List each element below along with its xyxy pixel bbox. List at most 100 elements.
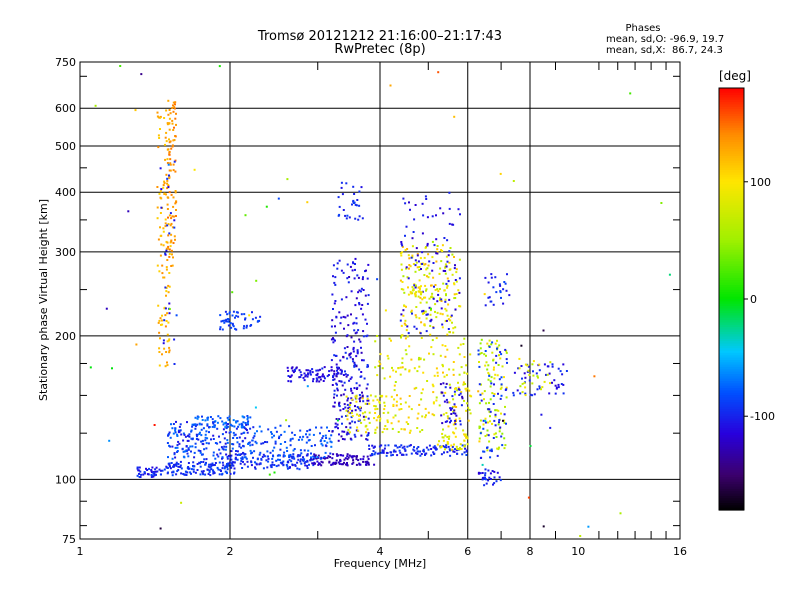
echo-point [168,138,170,141]
echo-point [259,315,262,318]
echo-point [346,277,349,280]
echo-point [169,169,172,172]
echo-point [182,450,185,453]
echo-point [229,424,232,427]
echo-point [403,445,406,448]
echo-point [359,340,362,343]
echo-point [360,307,363,310]
echo-point [167,216,169,219]
echo-point [255,463,258,466]
echo-point [421,232,424,235]
echo-point [502,419,504,422]
echo-point [161,272,164,275]
echo-point [160,197,163,200]
echo-point [424,407,427,410]
echo-point [346,418,349,421]
echo-point [341,384,344,387]
echo-point [458,373,461,376]
colorbar-segment [719,317,744,321]
echo-point [393,398,396,401]
echo-point [159,527,162,530]
echo-point [202,470,205,473]
echo-point [493,476,496,479]
colorbar-segment [719,381,744,384]
echo-point [453,256,455,258]
colorbar-segment [719,259,744,263]
echo-point [211,418,214,421]
echo-point [173,160,176,163]
echo-point [260,442,263,445]
echo-point [271,457,274,460]
echo-point [165,247,168,250]
echo-point [232,325,235,328]
echo-point [262,467,265,470]
echo-point [321,437,324,440]
echo-point [452,450,455,453]
colorbar-segment [719,247,744,251]
echo-point [246,465,249,468]
echo-point [223,437,226,440]
echo-point [204,419,207,422]
echo-point [439,299,441,302]
echo-point [175,420,177,423]
colorbar-segment [719,273,744,277]
echo-point [286,450,289,452]
echo-point [363,418,366,421]
echo-point [364,294,367,297]
echo-point [275,430,278,433]
echo-point [425,446,428,449]
echo-point [167,99,170,102]
echo-point [354,332,357,335]
echo-point [497,392,499,395]
echo-point [224,310,227,313]
echo-point [194,442,197,445]
echo-point [400,334,403,337]
echo-point [180,433,183,436]
colorbar-segment [719,301,744,305]
echo-point [513,371,516,374]
colorbar-segment [719,155,744,159]
echo-point [405,225,408,228]
echo-point [422,214,425,217]
echo-point [442,282,445,285]
echo-point [436,443,439,446]
echo-point [315,457,318,460]
echo-point [433,453,435,455]
echo-point [441,436,444,439]
echo-point [485,361,488,364]
echo-point [400,242,403,245]
colorbar-segment [719,261,744,265]
echo-point [373,405,376,407]
echo-point [488,401,490,404]
echo-point [383,447,386,450]
echo-point [372,450,375,453]
echo-point [360,371,363,373]
echo-point [446,314,449,317]
echo-point [222,448,225,451]
echo-point [488,373,491,376]
echo-point [153,424,156,426]
echo-point [327,374,330,376]
echo-point [427,276,430,279]
echo-point [195,438,198,440]
echo-point [354,435,357,438]
echo-point [335,418,338,420]
echo-point [446,284,449,287]
echo-point [166,203,169,206]
echo-point [354,405,356,408]
colorbar-segment [719,137,744,141]
echo-point [350,397,353,400]
echo-point [345,395,348,398]
echo-point [168,153,171,156]
echo-point [336,267,339,270]
echo-point [338,205,341,208]
colorbar-segment [719,395,744,399]
echo-point [261,455,264,458]
echo-point [234,433,237,436]
echo-point [171,457,174,460]
echo-point [548,372,551,375]
echo-point [445,255,448,258]
echo-point [302,435,305,438]
echo-point [418,290,421,293]
echo-point [427,264,430,267]
